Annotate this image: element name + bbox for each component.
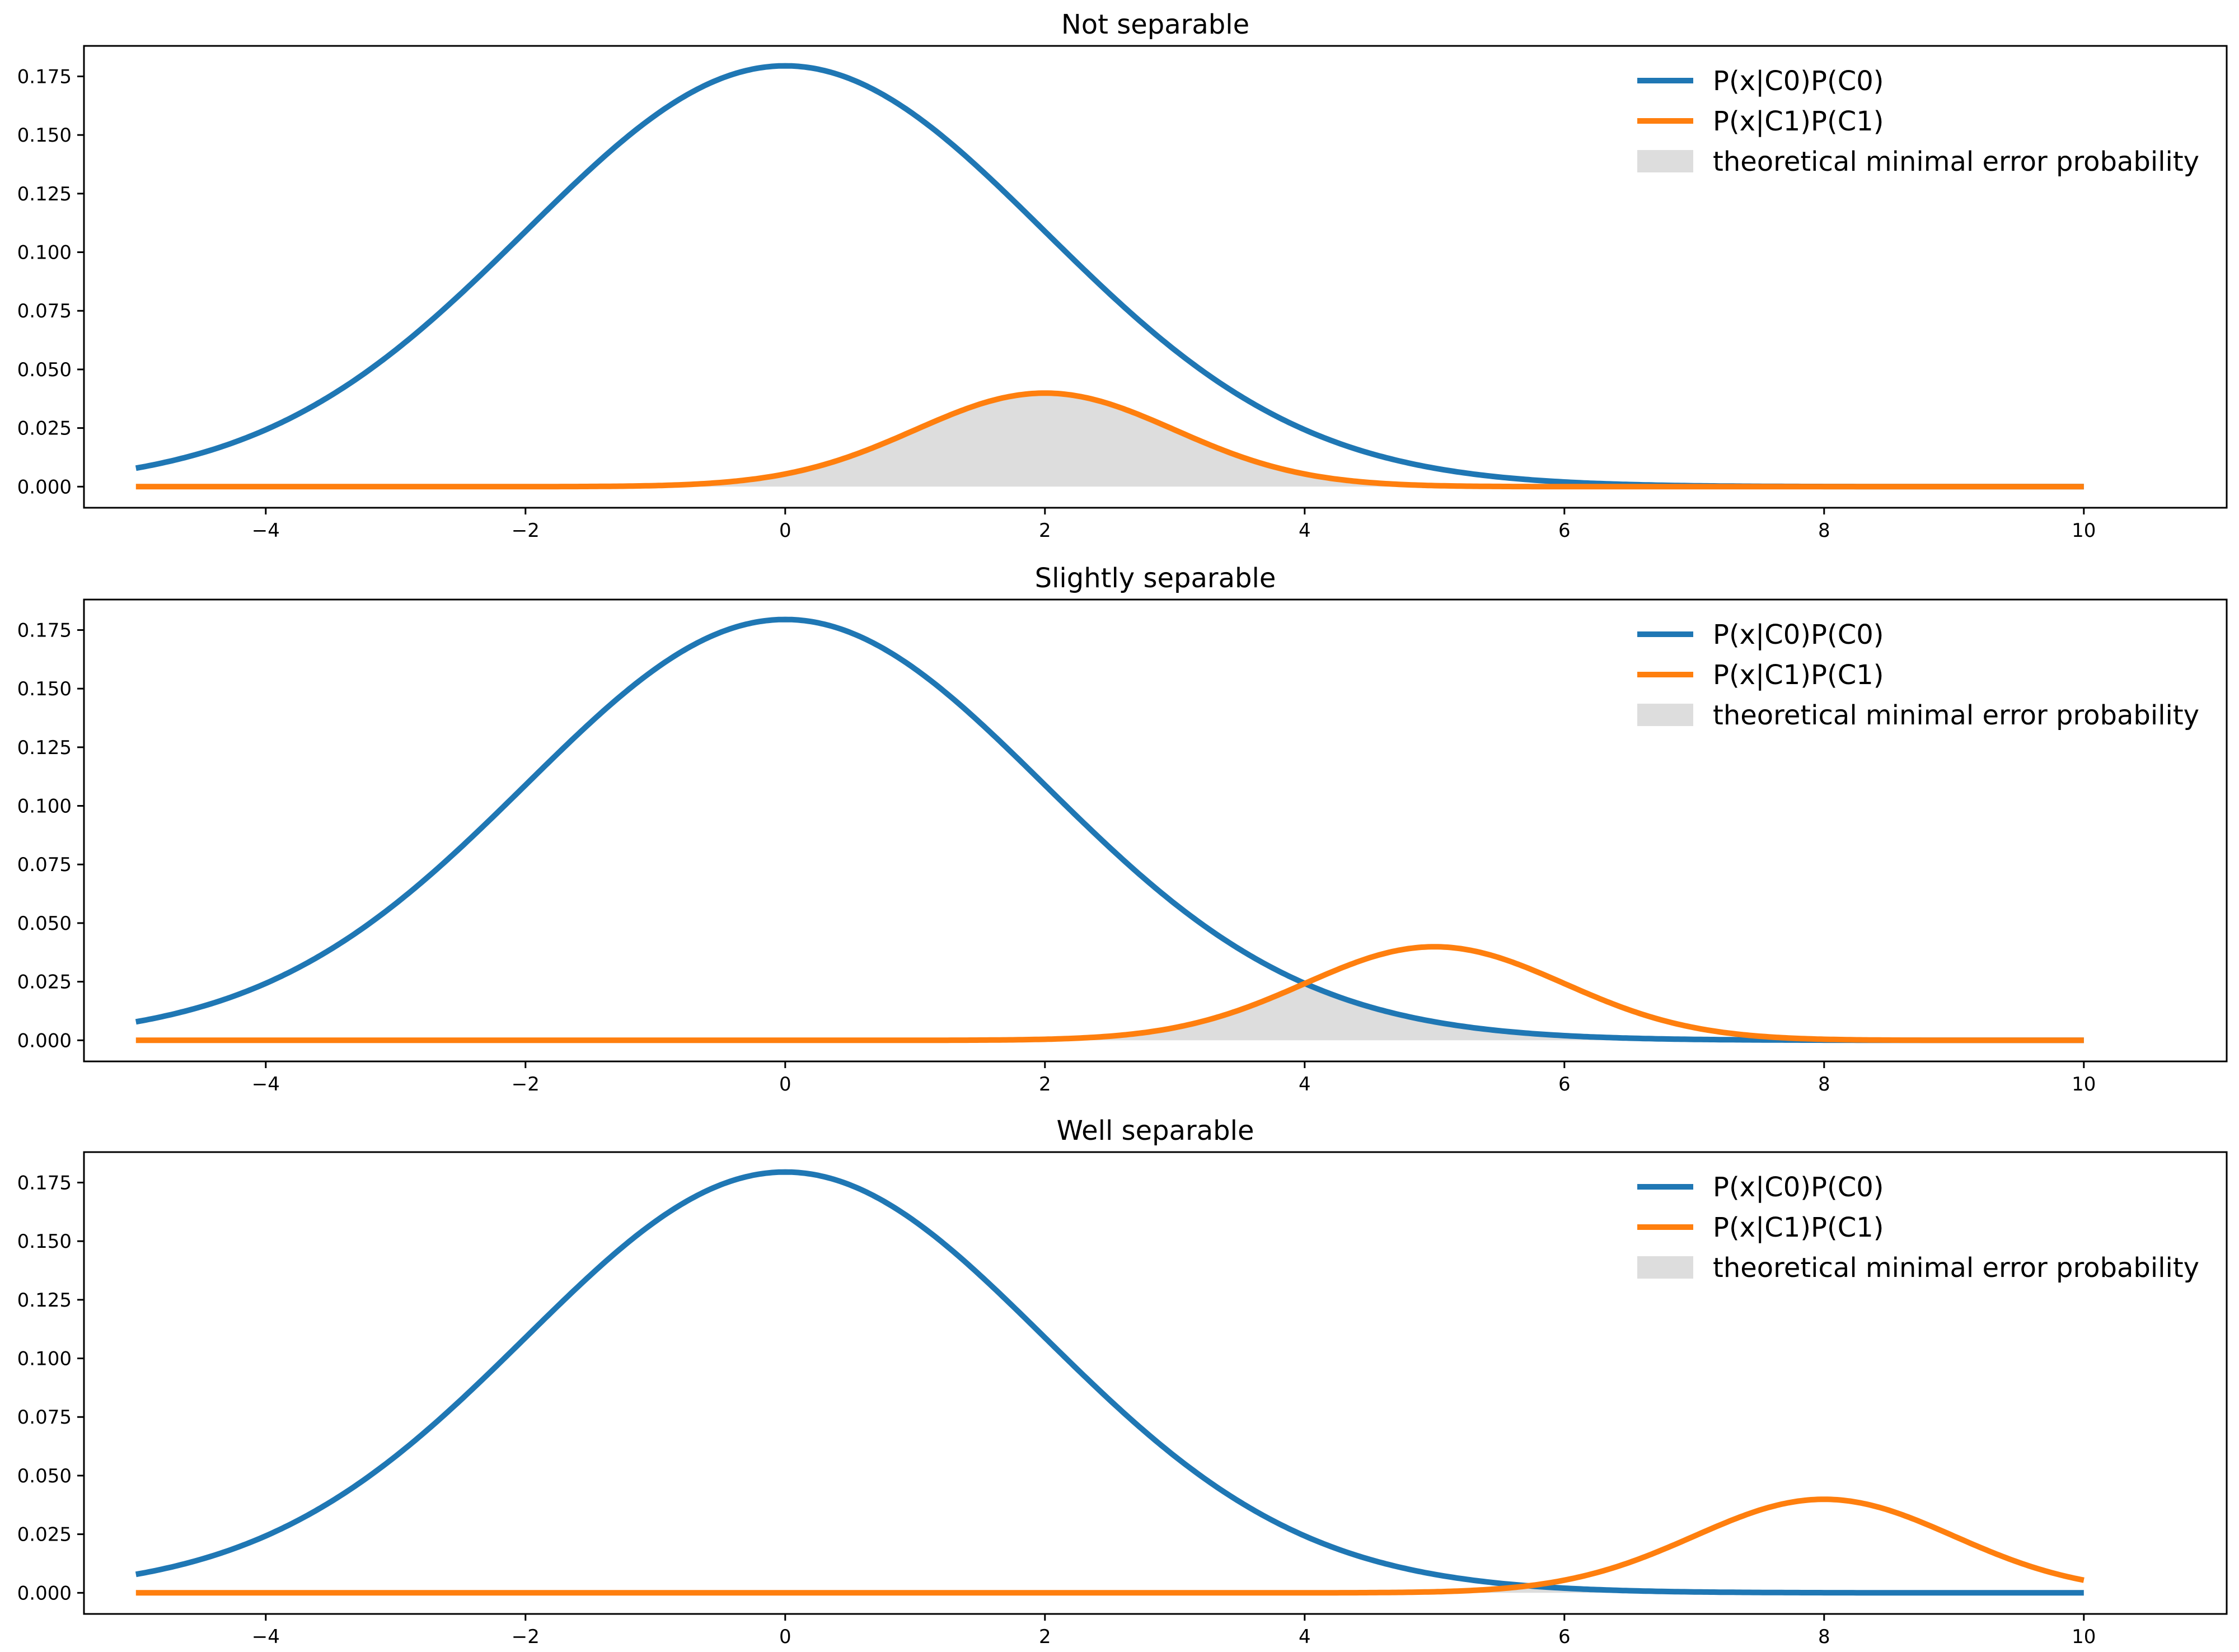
x-tick-label: 4 xyxy=(1299,1073,1311,1096)
series-line-c1 xyxy=(135,390,2084,490)
x-tick-label: 8 xyxy=(1818,520,1830,542)
x-tick-label: 8 xyxy=(1818,1626,1830,1648)
x-tick-label: −2 xyxy=(512,1073,540,1096)
legend-label-error: theoretical minimal error probability xyxy=(1713,1252,2199,1284)
legend-label-error: theoretical minimal error probability xyxy=(1713,146,2199,177)
axes-frame xyxy=(83,598,2228,1063)
y-tick-label: 0.075 xyxy=(17,854,72,876)
x-tick-label: −4 xyxy=(252,1073,280,1096)
y-tick-label: 0.000 xyxy=(17,1582,72,1604)
y-tick-label: 0.150 xyxy=(17,124,72,147)
x-tick-label: 4 xyxy=(1299,1626,1311,1648)
y-tick-label: 0.025 xyxy=(17,1524,72,1546)
plot-title: Not separable xyxy=(1061,9,1249,40)
y-tick-label: 0.075 xyxy=(17,1406,72,1429)
error-area xyxy=(135,984,2084,1041)
y-tick-label: 0.075 xyxy=(17,300,72,322)
y-tick-label: 0.175 xyxy=(17,1172,72,1194)
legend-swatch-error xyxy=(1637,704,1693,726)
x-tick-label: −2 xyxy=(512,520,540,542)
y-tick-label: 0.150 xyxy=(17,678,72,700)
legend-label-c1: P(x|C1)P(C1) xyxy=(1713,659,1884,691)
x-tick-label: 10 xyxy=(2072,1626,2096,1648)
x-tick-label: 6 xyxy=(1558,1626,1571,1648)
x-tick-label: 6 xyxy=(1558,1073,1571,1096)
x-tick-label: 2 xyxy=(1039,1626,1051,1648)
legend-label-c1: P(x|C1)P(C1) xyxy=(1713,1212,1884,1243)
y-tick-label: 0.050 xyxy=(17,912,72,935)
y-tick-label: 0.125 xyxy=(17,1289,72,1312)
plot-title: Well separable xyxy=(1056,1115,1254,1146)
y-tick-label: 0.150 xyxy=(17,1230,72,1253)
legend-swatch-error xyxy=(1637,1256,1693,1279)
x-tick-label: 6 xyxy=(1558,520,1571,542)
subplot-1: Not separable −4 −2 0 2 4 6 8 10 0.000 0.025 0.050 0… xyxy=(17,9,2228,542)
y-tick-label: 0.100 xyxy=(17,795,72,818)
axes-frame xyxy=(83,45,2228,509)
series-line-c0 xyxy=(135,1169,2084,1596)
x-tick-label: 4 xyxy=(1299,520,1311,542)
y-tick-label: 0.100 xyxy=(17,242,72,264)
y-tick-label: 0.000 xyxy=(17,476,72,498)
y-tick-label: 0.125 xyxy=(17,183,72,205)
legend: P(x|C0)P(C0) P(x|C1)P(C1) theoretical mini… xyxy=(1637,619,2199,731)
y-tick-label: 0.100 xyxy=(17,1348,72,1370)
series-line-c0 xyxy=(135,616,2084,1043)
legend-label-c0: P(x|C0)P(C0) xyxy=(1713,619,1884,650)
x-tick-label: 0 xyxy=(779,1626,791,1648)
x-tick-label: 2 xyxy=(1039,1073,1051,1096)
legend: P(x|C0)P(C0) P(x|C1)P(C1) theoretical mini… xyxy=(1637,1172,2199,1284)
x-tick-label: 8 xyxy=(1818,1073,1830,1096)
y-tick-label: 0.025 xyxy=(17,971,72,994)
legend: P(x|C0)P(C0) P(x|C1)P(C1) theoretical mini… xyxy=(1637,65,2199,177)
y-tick-label: 0.175 xyxy=(17,619,72,642)
subplot-3: Well separable −4 −2 0 2 4 6 8 10 0.000 0.025 0.050… xyxy=(17,1115,2228,1648)
legend-swatch-error xyxy=(1637,150,1693,172)
x-tick-label: 2 xyxy=(1039,520,1051,542)
axes-frame xyxy=(83,1151,2228,1615)
legend-label-error: theoretical minimal error probability xyxy=(1713,700,2199,731)
y-tick-label: 0.050 xyxy=(17,359,72,381)
y-tick-label: 0.175 xyxy=(17,65,72,88)
x-tick-label: −2 xyxy=(512,1626,540,1648)
x-tick-label: 10 xyxy=(2072,1073,2096,1096)
y-tick-label: 0.025 xyxy=(17,418,72,440)
series-line-c1 xyxy=(135,944,2084,1043)
series-line-c1 xyxy=(135,1496,2085,1596)
legend-label-c0: P(x|C0)P(C0) xyxy=(1713,65,1884,97)
subplot-2: Slightly separable −4 −2 0 2 4 6 8 10 0.000 0.025 0… xyxy=(17,563,2228,1096)
error-area xyxy=(135,393,2084,487)
x-tick-label: 0 xyxy=(779,520,791,542)
x-tick-label: 10 xyxy=(2072,520,2096,542)
x-tick-label: 0 xyxy=(779,1073,791,1096)
y-tick-label: 0.125 xyxy=(17,737,72,759)
legend-label-c0: P(x|C0)P(C0) xyxy=(1713,1172,1884,1203)
x-tick-label: −4 xyxy=(252,1626,280,1648)
y-tick-label: 0.000 xyxy=(17,1029,72,1052)
x-tick-label: −4 xyxy=(252,520,280,542)
plot-title: Slightly separable xyxy=(1035,563,1276,594)
y-tick-label: 0.050 xyxy=(17,1465,72,1487)
legend-label-c1: P(x|C1)P(C1) xyxy=(1713,106,1884,137)
